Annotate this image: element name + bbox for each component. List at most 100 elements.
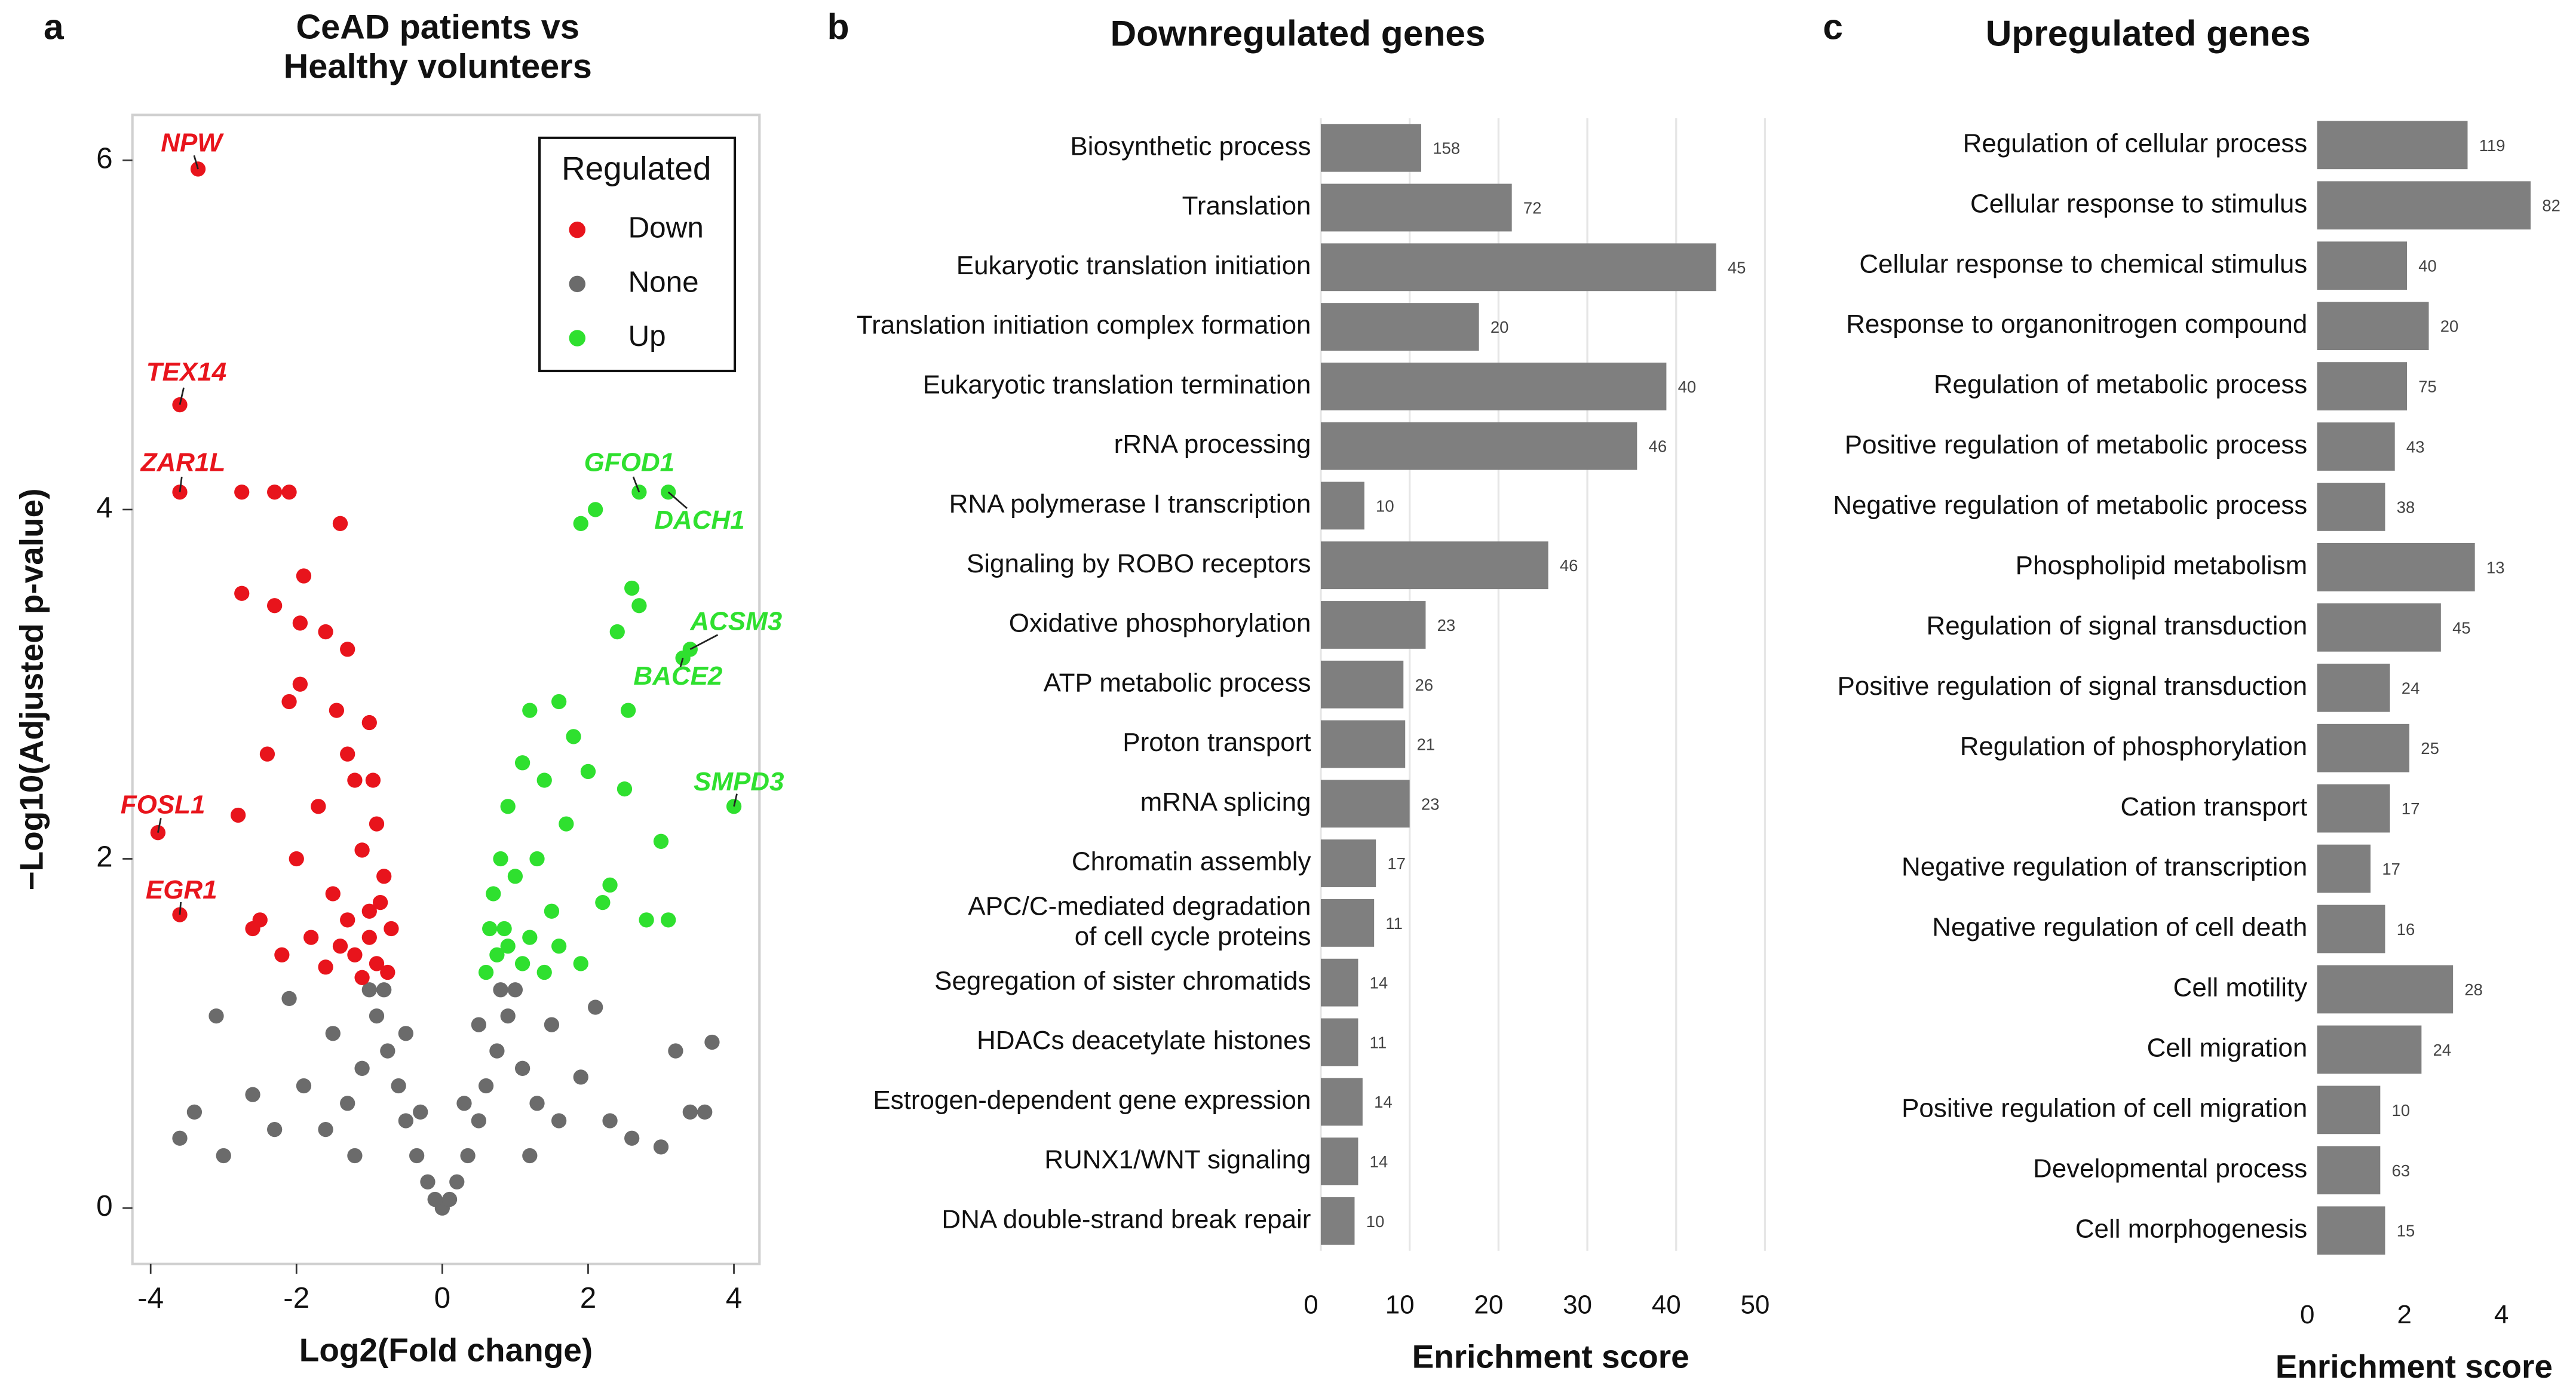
count-label: 17	[2382, 860, 2400, 878]
point	[332, 939, 348, 954]
point	[624, 580, 640, 596]
legend-title: Regulated	[562, 149, 711, 186]
x-axis-label: Log2(Fold change)	[299, 1332, 593, 1369]
count-label: 14	[1370, 1152, 1388, 1171]
count-label: 20	[2440, 317, 2459, 336]
point	[478, 964, 494, 980]
point	[566, 729, 581, 744]
bar	[2317, 784, 2390, 833]
point	[496, 921, 512, 937]
point	[489, 947, 505, 962]
point	[230, 807, 246, 823]
x-axis-label: Enrichment score	[1412, 1338, 1689, 1375]
point	[281, 694, 297, 710]
x-tick-label: 30	[1563, 1290, 1592, 1320]
x-tick-label: 2	[2397, 1300, 2411, 1329]
category-label: Phospholipid metabolism	[2016, 551, 2308, 580]
point	[369, 816, 385, 832]
count-label: 10	[1366, 1212, 1385, 1231]
point	[449, 1174, 465, 1189]
label-leader	[667, 491, 688, 509]
point	[380, 1043, 395, 1059]
point	[340, 746, 355, 762]
point	[289, 851, 304, 867]
panel-letter: a	[44, 6, 64, 47]
bar	[2317, 241, 2408, 290]
point	[365, 772, 381, 788]
point	[329, 703, 345, 718]
point	[281, 991, 297, 1007]
point	[292, 615, 308, 631]
point	[551, 1113, 567, 1129]
bar	[1320, 1078, 1363, 1126]
bar	[1320, 780, 1410, 828]
point	[347, 1148, 363, 1164]
point	[441, 1191, 458, 1207]
point	[172, 907, 188, 922]
point	[361, 930, 377, 945]
bar	[2317, 543, 2475, 591]
count-label: 24	[2433, 1041, 2452, 1059]
point	[544, 903, 560, 919]
x-tick-label: 10	[1385, 1290, 1415, 1320]
count-label: 119	[2479, 136, 2506, 155]
point	[340, 1096, 355, 1111]
bar	[2317, 965, 2454, 1014]
point	[318, 959, 333, 975]
point	[340, 642, 355, 657]
count-label: 25	[2421, 739, 2439, 758]
label-leader	[157, 818, 162, 833]
legend-swatch	[569, 221, 586, 238]
point	[544, 1017, 560, 1032]
category-label: Regulation of phosphorylation	[1960, 732, 2308, 761]
bar	[1320, 1197, 1355, 1245]
label-leader	[179, 902, 182, 915]
point	[391, 1078, 406, 1094]
point	[318, 624, 333, 640]
point	[354, 842, 370, 858]
x-axis-label: Enrichment score	[2276, 1348, 2553, 1385]
point	[234, 485, 250, 500]
point	[303, 930, 319, 945]
label-leader	[679, 658, 684, 669]
count-label: 28	[2464, 980, 2483, 999]
point-label: TEX14	[146, 357, 226, 387]
category-label: Estrogen-dependent gene expression	[873, 1086, 1311, 1115]
point	[653, 833, 669, 849]
count-label: 46	[1649, 437, 1667, 456]
category-label: Oxidative phosphorylation	[1009, 609, 1311, 638]
point	[617, 781, 633, 797]
point	[573, 516, 588, 531]
point	[482, 921, 498, 937]
bar	[2317, 1025, 2422, 1074]
point	[267, 1121, 283, 1137]
bar	[2317, 723, 2410, 772]
bar	[1320, 958, 1358, 1007]
bar	[2317, 663, 2390, 712]
chart-title: Upregulated genes	[1986, 13, 2311, 53]
point	[460, 1148, 476, 1164]
point	[661, 912, 676, 928]
point	[624, 1130, 640, 1146]
point	[150, 825, 166, 841]
count-label: 23	[1437, 616, 1456, 634]
category-label: Eukaryotic translation termination	[923, 370, 1311, 399]
count-label: 82	[2542, 197, 2560, 215]
point	[507, 869, 523, 884]
y-tick-label: 4	[96, 491, 113, 524]
point	[682, 1104, 698, 1120]
point	[384, 921, 399, 937]
point	[500, 939, 516, 954]
category-label: Translation initiation complex formation	[857, 311, 1311, 340]
category-label: Regulation of signal transduction	[1927, 611, 2308, 640]
count-label: 38	[2397, 498, 2415, 516]
point	[208, 1008, 224, 1024]
category-label: Positive regulation of cell migration	[1902, 1093, 2307, 1123]
count-label: 13	[2486, 558, 2505, 577]
legend-label: None	[628, 265, 698, 298]
point	[369, 956, 385, 971]
point	[332, 516, 348, 531]
point	[522, 930, 538, 945]
point	[311, 799, 326, 814]
